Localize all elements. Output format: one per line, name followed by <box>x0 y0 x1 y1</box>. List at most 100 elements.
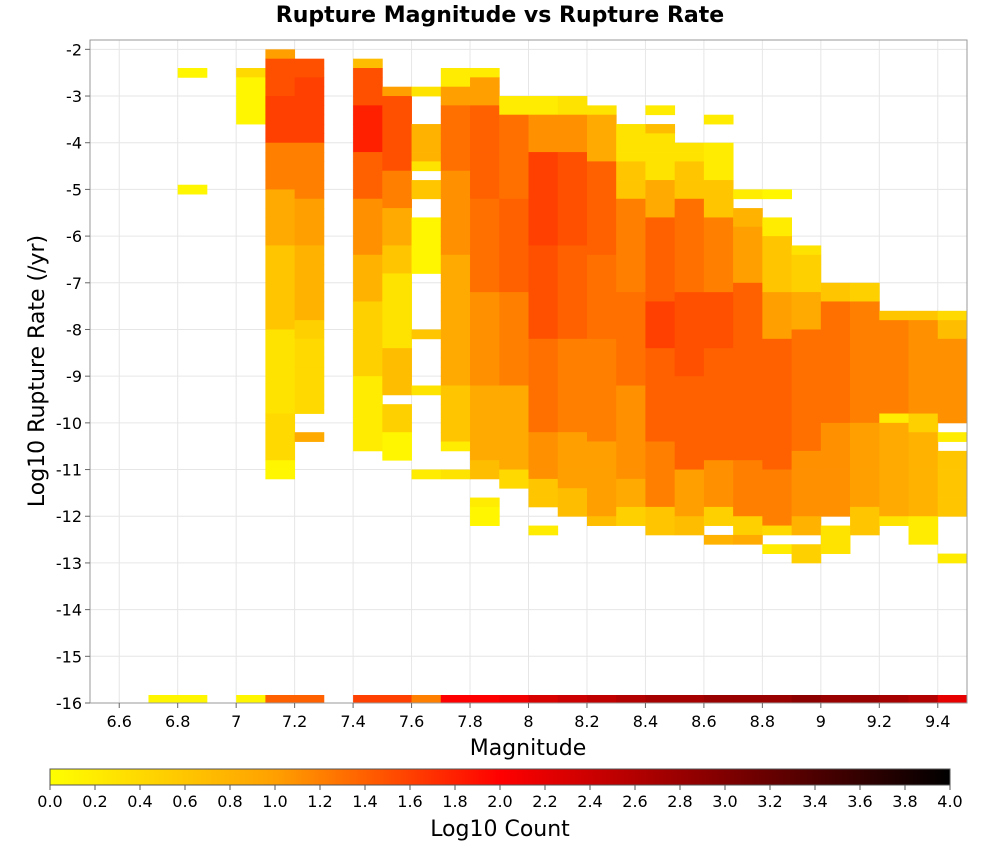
heatmap-cell-11-1-0 <box>557 142 588 153</box>
heatmap-cell-9-3-2 <box>499 357 529 368</box>
heatmap-cell-18-3-2 <box>762 310 792 321</box>
heatmap-cell-11-3-2 <box>557 310 588 321</box>
heatmap-cell-15-3-8 <box>674 292 705 302</box>
heatmap-cell-2-1-3 <box>265 58 296 69</box>
heatmap-cell-9-2-7 <box>499 217 529 228</box>
heatmap-cell-4-6-4 <box>353 329 383 340</box>
heatmap-cell-16-6-1 <box>703 488 734 498</box>
heatmap-cell-11-4-5 <box>557 376 588 386</box>
heatmap-cell-15-2-2 <box>674 264 705 274</box>
heatmap-cell-3-1-1 <box>294 124 325 134</box>
heatmap-cell-10-0-1 <box>528 96 559 106</box>
heatmap-cell-14-6-2 <box>645 413 676 424</box>
heatmap-cell-2-0-0 <box>265 49 296 60</box>
heatmap-cell-23-4-1 <box>908 525 939 536</box>
heatmap-cell-3-4-7 <box>294 245 325 256</box>
heatmap-cell-23-2-0 <box>908 422 939 433</box>
heatmap-cell-13-4-5 <box>616 422 646 433</box>
heatmap-cell-21-2-4 <box>850 460 880 470</box>
heatmap-cell-23-2-1 <box>908 413 939 424</box>
heatmap-cell-16-1-3 <box>703 142 734 153</box>
heatmap-cell-3-4-5 <box>294 264 325 274</box>
heatmap-cell-17-4-12 <box>733 338 763 349</box>
heatmap-cell-18-5-4 <box>762 478 792 489</box>
heatmap-cell-11-3-8 <box>557 254 588 265</box>
heatmap-cell-14-7-6 <box>645 441 676 452</box>
heatmap-cell-17-4-0 <box>733 450 763 461</box>
heatmap-bottom-cell-23 <box>879 695 909 703</box>
heatmap-cell-3-1-0 <box>294 133 325 144</box>
heatmap-cell-8-5-5 <box>470 404 500 414</box>
heatmap-cell-2-3-0 <box>265 180 296 190</box>
heatmap-cell-10-3-5 <box>528 282 559 293</box>
heatmap-cell-22-3-2 <box>879 488 909 498</box>
heatmap-cell-21-1-6 <box>850 357 880 368</box>
heatmap-cell-8-2-6 <box>470 133 500 144</box>
y-tick-label-10: -12 <box>56 507 82 526</box>
heatmap-cell-19-2-3 <box>791 292 822 302</box>
heatmap-cell-4-7-5 <box>353 394 383 405</box>
y-tick-label-2: -4 <box>66 134 82 153</box>
heatmap-cell-13-2-3 <box>616 254 646 265</box>
heatmap-cell-7-0-0 <box>440 77 471 88</box>
heatmap-cell-15-4-9 <box>674 376 705 386</box>
heatmap-cell-11-3-5 <box>557 282 588 293</box>
heatmap-cell-6-7-0 <box>411 469 442 480</box>
heatmap-cell-5-3-2 <box>382 217 412 228</box>
heatmap-cell-13-2-6 <box>616 226 646 237</box>
heatmap-cell-13-3-9 <box>616 292 646 302</box>
heatmap-cell-9-3-5 <box>499 329 529 340</box>
heatmap-cell-17-5-0 <box>733 506 763 517</box>
heatmap-cell-15-3-1 <box>674 357 705 368</box>
heatmap-cell-22-1-9 <box>879 320 909 330</box>
x-tick-label-2: 7 <box>231 712 241 731</box>
heatmap-cell-7-4-5 <box>440 329 471 340</box>
heatmap-cell-12-2-4 <box>586 208 617 218</box>
heatmap-cell-13-5-2 <box>616 478 646 489</box>
heatmap-cell-17-5-5 <box>733 460 763 470</box>
heatmap-cell-7-3-0 <box>440 245 471 256</box>
heatmap-cell-10-4-4 <box>528 385 559 396</box>
heatmap-cell-16-3-1 <box>703 273 734 284</box>
heatmap-cell-8-2-3 <box>470 161 500 172</box>
heatmap-cell-10-3-4 <box>528 292 559 302</box>
heatmap-cell-8-2-1 <box>470 180 500 190</box>
heatmap-cell-4-3-4 <box>353 152 383 162</box>
heatmap-cell-18-5-3 <box>762 488 792 498</box>
heatmap-cell-10-3-8 <box>528 254 559 265</box>
heatmap-cell-10-6-1 <box>528 488 559 498</box>
heatmap-cell-12-5-0 <box>586 506 617 517</box>
heatmap-cell-19-2-2 <box>791 301 822 312</box>
heatmap-cell-10-3-6 <box>528 273 559 284</box>
heatmap-cell-6-3-1 <box>411 180 442 190</box>
colorbar-tick-label-0: 0.0 <box>37 792 62 811</box>
heatmap-cell-23-3-5 <box>908 460 939 470</box>
heatmap-cell-7-1-0 <box>440 96 471 106</box>
heatmap-cell-19-3-4 <box>791 404 822 414</box>
heatmap-cell-4-6-6 <box>353 310 383 321</box>
heatmap-cell-5-5-4 <box>382 301 412 312</box>
heatmap-cell-22-3-9 <box>879 422 909 433</box>
heatmap-cell-16-5-4 <box>703 413 734 424</box>
heatmap-cell-12-2-5 <box>586 198 617 209</box>
x-axis-title: Magnitude <box>470 736 587 761</box>
heatmap-cell-9-4-8 <box>499 385 529 396</box>
heatmap-cell-16-7-0 <box>703 516 734 526</box>
y-tick-label-4: -6 <box>66 227 82 246</box>
heatmap-cell-12-3-3 <box>586 301 617 312</box>
heatmap-cell-17-4-1 <box>733 441 763 452</box>
heatmap-cell-8-1-1 <box>470 86 500 97</box>
chart-title: Rupture Magnitude vs Rupture Rate <box>276 3 724 28</box>
heatmap-cell-14-1-0 <box>645 124 676 134</box>
heatmap-cell-8-3-6 <box>470 226 500 237</box>
heatmap-cell-20-4-0 <box>820 544 851 554</box>
heatmap-cell-20-4-1 <box>820 534 851 545</box>
heatmap-cell-8-4-1 <box>470 366 500 377</box>
heatmap-cell-15-5-0 <box>674 506 705 517</box>
heatmap-cell-3-2-3 <box>294 161 325 172</box>
heatmap-cell-14-3-0 <box>645 208 676 218</box>
heatmap-cell-3-2-5 <box>294 142 325 153</box>
heatmap-cell-7-5-5 <box>440 385 471 396</box>
heatmap-cell-20-1-11 <box>820 310 851 321</box>
heatmap-cell-9-3-6 <box>499 320 529 330</box>
